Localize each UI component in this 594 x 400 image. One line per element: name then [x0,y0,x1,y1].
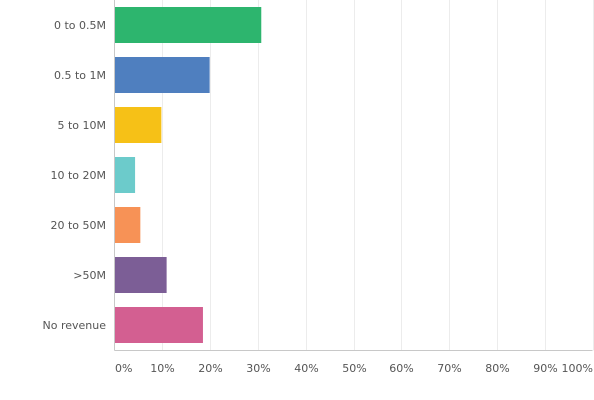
category-label: 0.5 to 1M [54,69,106,82]
bars [115,7,262,343]
x-tick-label: 40% [294,362,318,375]
category-label: >50M [73,269,106,282]
x-tick-labels: 0% 10% 20% 30% 40% 50% 60% 70% 80% 90% 100% [115,362,593,375]
x-tick-label: 100% [562,362,593,375]
category-labels: 0 to 0.5M 0.5 to 1M 5 to 10M 10 to 20M 20 to… [43,19,107,332]
grid-lines [162,0,594,351]
bar [115,257,167,293]
bar [115,307,203,343]
category-label: 20 to 50M [50,219,106,232]
bar [115,107,162,143]
x-tick-label: 70% [437,362,461,375]
bar [115,7,262,43]
bar [115,207,141,243]
x-tick-label: 60% [389,362,413,375]
x-tick-label: 10% [150,362,174,375]
axes [114,0,593,351]
category-label: 0 to 0.5M [54,19,106,32]
x-tick-label: 90% [533,362,557,375]
x-tick-label: 50% [342,362,366,375]
bar [115,157,136,193]
bar [115,57,210,93]
x-tick-label: 0% [115,362,132,375]
category-label: No revenue [43,319,107,332]
x-tick-label: 20% [198,362,222,375]
x-tick-label: 30% [246,362,270,375]
category-label: 5 to 10M [57,119,106,132]
category-label: 10 to 20M [50,169,106,182]
x-tick-label: 80% [485,362,509,375]
